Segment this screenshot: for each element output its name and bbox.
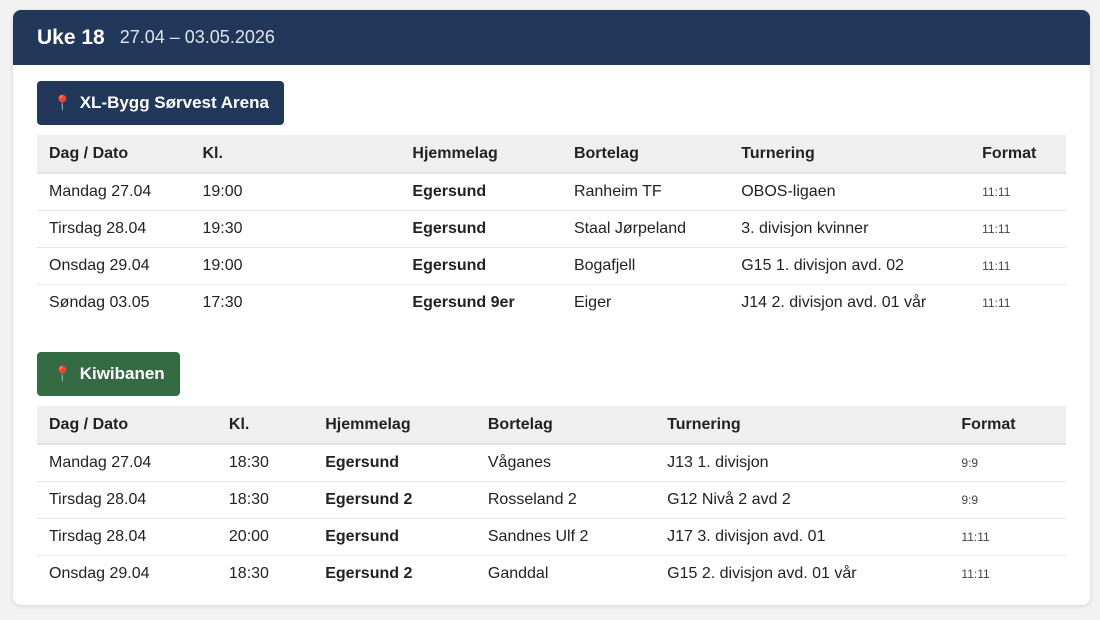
table-row: Mandag 27.04 19:00 Egersund Ranheim TF OBOS-… [37, 173, 1066, 211]
cell-time: 18:30 [216, 444, 314, 482]
cell-day-date: Tirsdag 28.04 [37, 481, 217, 519]
venue-badge: 📍 XL-Bygg Sørvest Arena [37, 81, 284, 125]
cell-format: 9:9 [949, 444, 1066, 482]
cell-away-team: Staal Jørpeland [561, 210, 730, 248]
cell-away-team: Ranheim TF [561, 173, 730, 211]
column-header: Kl. [190, 135, 401, 174]
cell-time: 17:30 [202, 294, 243, 311]
cell-away-team: Ganddal [487, 565, 549, 582]
venue-name: XL-Bygg Sørvest Arena [79, 93, 269, 112]
cell-tournament: J17 3. divisjon avd. 01 [655, 518, 950, 556]
cell-home-team: Egersund 9er [412, 294, 515, 311]
match-table: Dag / Dato Kl. Hjemmelag Bortelag Turnering F… [37, 406, 1066, 592]
cell-time: 20:00 [216, 518, 314, 556]
cell-away-team: Eiger [573, 294, 612, 311]
table-row: Onsdag 29.04 18:30 Egersund 2 Ganddal G15 2.… [37, 556, 1066, 593]
cell-time: 19:00 [190, 247, 401, 285]
column-header: Hjemmelag [313, 406, 476, 445]
table-row: Onsdag 29.04 19:00 Egersund Bogafjell G15 1.… [37, 247, 1066, 285]
cell-home-team: Egersund [313, 444, 476, 482]
cell-format: 11:11 [982, 296, 1011, 310]
column-header: Dag / Dato [37, 406, 217, 445]
week-schedule-card: Uke 18 27.04 – 03.05.2026 📍 XL-Bygg Sørve… [13, 10, 1090, 605]
table-row: Mandag 27.04 18:30 Egersund Våganes J13 1. d… [37, 444, 1066, 482]
cell-tournament: OBOS-ligaen [729, 173, 971, 211]
cell-format: 11:11 [949, 518, 1066, 556]
cell-tournament: J14 2. divisjon avd. 01 vår [741, 294, 927, 311]
cell-home-team: Egersund [400, 210, 562, 248]
cell-away-team: Våganes [475, 444, 656, 482]
cell-day-date: Tirsdag 28.04 [37, 210, 191, 248]
column-header: Turnering [729, 135, 971, 174]
cell-tournament: G15 2. divisjon avd. 01 vår [667, 565, 857, 582]
cell-time: 19:00 [190, 173, 401, 211]
cell-day-date: Tirsdag 28.04 [37, 518, 217, 556]
venue-badge: 📍 Kiwibanen [37, 352, 180, 396]
column-header: Format [970, 135, 1066, 174]
column-header: Hjemmelag [400, 135, 562, 174]
cell-format: 11:11 [970, 173, 1066, 211]
cell-time: 18:30 [228, 565, 269, 582]
column-header: Bortelag [561, 135, 730, 174]
cell-tournament: G12 Nivå 2 avd 2 [655, 481, 950, 519]
cell-day-date: Onsdag 29.04 [37, 247, 191, 285]
table-header-row: Dag / Dato Kl. Hjemmelag Bortelag Turnering F… [37, 135, 1066, 174]
column-header: Turnering [655, 406, 950, 445]
column-header: Kl. [216, 406, 314, 445]
table-header-row: Dag / Dato Kl. Hjemmelag Bortelag Turnering F… [37, 406, 1066, 445]
cell-home-team: Egersund [400, 247, 562, 285]
match-table: Dag / Dato Kl. Hjemmelag Bortelag Turnering F… [37, 135, 1066, 321]
cell-time: 18:30 [216, 481, 314, 519]
cell-format: 9:9 [949, 481, 1066, 519]
cell-day-date: Søndag 03.05 [49, 294, 150, 311]
cell-away-team: Sandnes Ulf 2 [475, 518, 656, 556]
cell-tournament: 3. divisjon kvinner [729, 210, 971, 248]
column-header: Bortelag [475, 406, 656, 445]
table-row: Tirsdag 28.04 19:30 Egersund Staal Jørpelan… [37, 210, 1066, 248]
cell-format: 11:11 [970, 247, 1066, 285]
pushpin-icon: 📍 [53, 95, 72, 112]
cell-format: 11:11 [961, 567, 990, 581]
cell-day-date: Mandag 27.04 [37, 444, 217, 482]
cell-home-team: Egersund [313, 518, 476, 556]
cell-day-date: Mandag 27.04 [37, 173, 191, 211]
column-header: Dag / Dato [37, 135, 191, 174]
week-header: Uke 18 27.04 – 03.05.2026 [13, 10, 1090, 65]
week-dates: 27.04 – 03.05.2026 [119, 27, 275, 47]
column-header: Format [949, 406, 1066, 445]
cell-away-team: Rosseland 2 [475, 481, 656, 519]
pushpin-icon: 📍 [53, 366, 72, 383]
cell-home-team: Egersund 2 [325, 565, 413, 582]
table-row: Søndag 03.05 17:30 Egersund 9er Eiger J14 2.… [37, 285, 1066, 322]
cell-home-team: Egersund 2 [313, 481, 476, 519]
cell-tournament: J13 1. divisjon [655, 444, 950, 482]
cell-home-team: Egersund [400, 173, 562, 211]
cell-tournament: G15 1. divisjon avd. 02 [729, 247, 971, 285]
cell-time: 19:30 [190, 210, 401, 248]
venue-name: Kiwibanen [79, 364, 165, 383]
cell-format: 11:11 [970, 210, 1066, 248]
cell-away-team: Bogafjell [561, 247, 730, 285]
cell-day-date: Onsdag 29.04 [49, 565, 150, 582]
week-title: Uke 18 [37, 25, 105, 49]
